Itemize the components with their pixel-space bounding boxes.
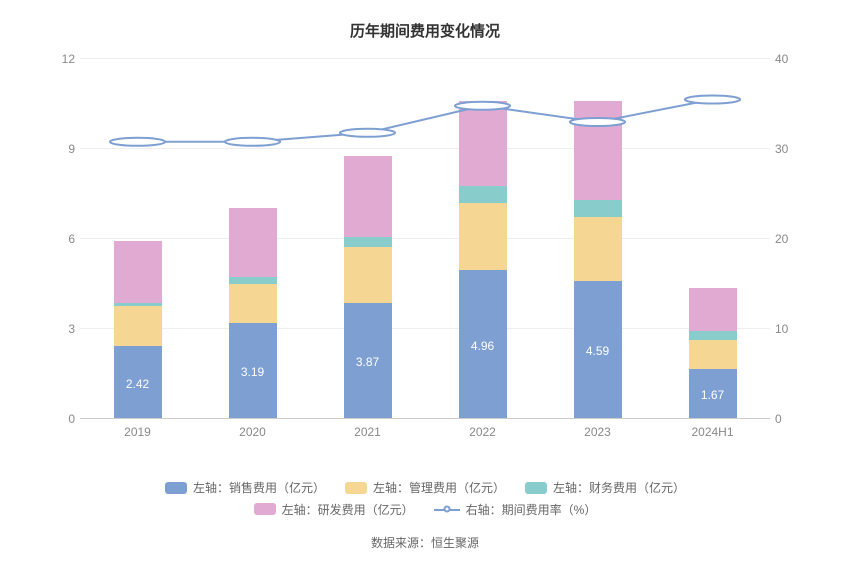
line-layer	[80, 59, 770, 419]
y-right-tick: 0	[775, 412, 815, 426]
line-marker	[340, 129, 395, 137]
x-tick: 2020	[239, 425, 266, 439]
plot-area: 036912 010203040 2.423.193.874.964.591.6…	[80, 59, 770, 419]
x-tick: 2019	[124, 425, 151, 439]
line-svg	[80, 59, 770, 419]
legend-line-icon	[434, 503, 460, 515]
y-left-tick: 9	[35, 142, 75, 156]
legend-item-mgmt[interactable]: 左轴：管理费用（亿元）	[345, 479, 505, 496]
legend-item-rd[interactable]: 左轴：研发费用（亿元）	[254, 501, 414, 518]
legend-swatch-icon	[165, 482, 187, 494]
y-right-tick: 20	[775, 232, 815, 246]
y-left-tick: 12	[35, 52, 75, 66]
x-tick: 2024H1	[691, 425, 733, 439]
x-tick: 2023	[584, 425, 611, 439]
legend-swatch-icon	[254, 503, 276, 515]
line-path	[138, 100, 713, 142]
legend-row: 左轴：销售费用（亿元） 左轴：管理费用（亿元） 左轴：财务费用（亿元）	[30, 479, 820, 497]
y-left-tick: 6	[35, 232, 75, 246]
y-left-tick: 3	[35, 322, 75, 336]
line-marker	[110, 138, 165, 146]
line-marker	[455, 102, 510, 110]
expense-chart: 历年期间费用变化情况 036912 010203040 2.423.193.87…	[0, 0, 850, 575]
y-axis-right: 010203040	[775, 59, 815, 419]
x-tick: 2022	[469, 425, 496, 439]
legend-swatch-icon	[345, 482, 367, 494]
chart-title: 历年期间费用变化情况	[30, 20, 820, 41]
line-marker	[570, 118, 625, 126]
legend-item-finance[interactable]: 左轴：财务费用（亿元）	[525, 479, 685, 496]
legend-swatch-icon	[525, 482, 547, 494]
legend-label: 右轴：期间费用率（%）	[466, 501, 597, 518]
y-axis-left: 036912	[35, 59, 75, 419]
x-axis: 2019 2020 2021 2022 2023 2024H1	[80, 425, 770, 449]
legend-row: 左轴：研发费用（亿元） 右轴：期间费用率（%）	[30, 501, 820, 519]
legend-label: 左轴：销售费用（亿元）	[193, 479, 325, 496]
y-right-tick: 30	[775, 142, 815, 156]
legend-label: 左轴：财务费用（亿元）	[553, 479, 685, 496]
source-note: 数据来源：恒生聚源	[30, 534, 820, 551]
legend-label: 左轴：研发费用（亿元）	[282, 501, 414, 518]
y-right-tick: 10	[775, 322, 815, 336]
legend-item-sales[interactable]: 左轴：销售费用（亿元）	[165, 479, 325, 496]
x-baseline	[80, 418, 770, 419]
legend-item-expense_ratio[interactable]: 右轴：期间费用率（%）	[434, 501, 597, 518]
y-left-tick: 0	[35, 412, 75, 426]
legend: 左轴：销售费用（亿元） 左轴：管理费用（亿元） 左轴：财务费用（亿元） 左轴：研发费用…	[30, 479, 820, 518]
line-marker	[685, 96, 740, 104]
x-tick: 2021	[354, 425, 381, 439]
y-right-tick: 40	[775, 52, 815, 66]
legend-label: 左轴：管理费用（亿元）	[373, 479, 505, 496]
line-marker	[225, 138, 280, 146]
